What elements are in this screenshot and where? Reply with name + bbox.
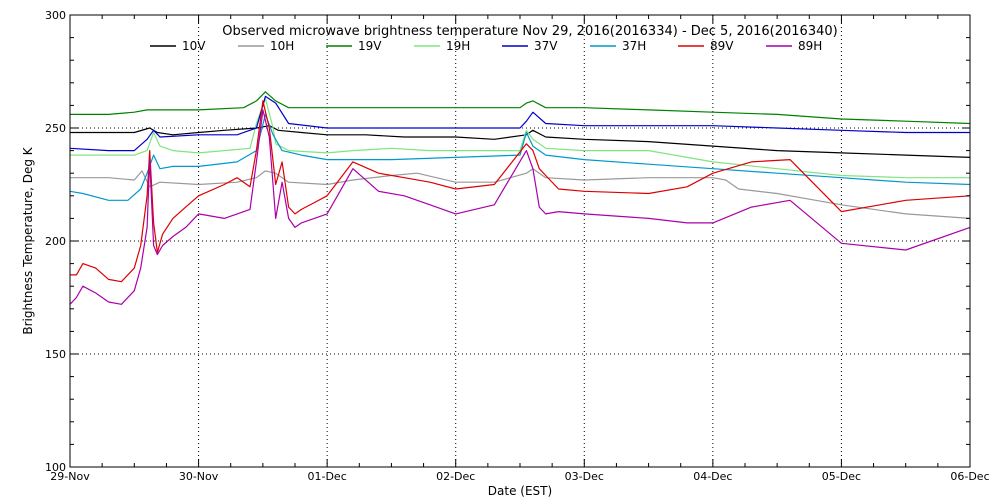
legend-label-37v: 37V bbox=[534, 39, 558, 53]
series-line-89h bbox=[69, 109, 971, 305]
x-tick-label: 06-Dec bbox=[950, 470, 989, 483]
legend-label-89h: 89H bbox=[798, 39, 822, 53]
grid bbox=[70, 15, 970, 467]
series-line-37h bbox=[69, 113, 971, 201]
legend-label-10v: 10V bbox=[182, 39, 206, 53]
x-ticks: 29-Nov 30-Nov 01-Dec 02-Dec 03-Dec 04-Dec 05-D… bbox=[50, 15, 990, 483]
y-axis-label: Brightness Temperature, Deg K bbox=[21, 146, 35, 334]
y-tick-label: 150 bbox=[45, 348, 66, 361]
y-tick-label: 300 bbox=[45, 9, 66, 22]
series-line-37v bbox=[69, 95, 970, 152]
series-line-10h bbox=[70, 168, 971, 219]
x-tick-label: 05-Dec bbox=[822, 470, 861, 483]
legend-label-19h: 19H bbox=[446, 39, 470, 53]
x-axis-label: Date (EST) bbox=[488, 484, 552, 498]
x-tick-label: 02-Dec bbox=[436, 470, 475, 483]
x-tick-label: 29-Nov bbox=[50, 470, 90, 483]
legend-label-37h: 37H bbox=[622, 39, 646, 53]
y-tick-label: 250 bbox=[45, 122, 66, 135]
y-tick-label: 200 bbox=[45, 235, 66, 248]
series-line-19v bbox=[70, 91, 971, 125]
legend: 10V 10H 19V 19H 37V 37H 89V 89H bbox=[150, 39, 822, 53]
legend-label-10h: 10H bbox=[270, 39, 294, 53]
y-tick-label: 100 bbox=[45, 461, 66, 474]
legend-label-19v: 19V bbox=[358, 39, 382, 53]
series-line-19h bbox=[70, 97, 970, 179]
x-tick-label: 01-Dec bbox=[308, 470, 347, 483]
series-lines bbox=[69, 91, 971, 305]
x-tick-label: 30-Nov bbox=[179, 470, 219, 483]
legend-label-89v: 89V bbox=[710, 39, 734, 53]
x-tick-label: 03-Dec bbox=[565, 470, 604, 483]
y-ticks: 100 150 200 250 300 bbox=[45, 9, 970, 474]
series-line-10v bbox=[70, 125, 971, 158]
series-line-89v bbox=[70, 100, 971, 283]
chart-title: Observed microwave brightness temperatur… bbox=[222, 24, 837, 39]
x-tick-label: 04-Dec bbox=[693, 470, 732, 483]
